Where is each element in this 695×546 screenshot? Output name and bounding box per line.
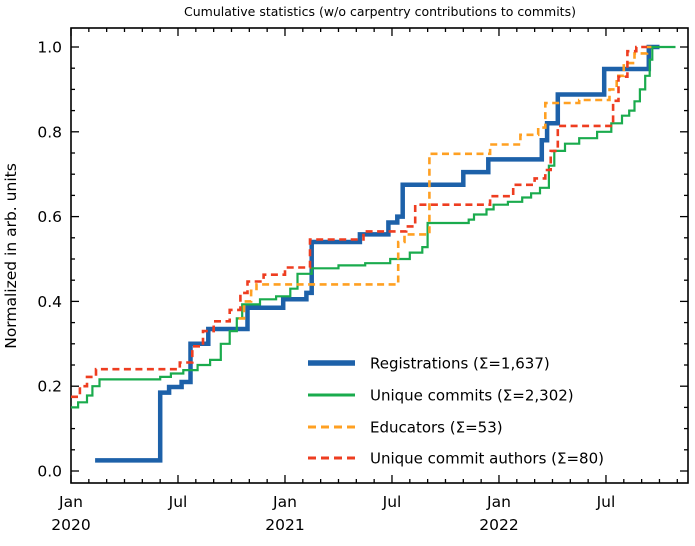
y-tick-label: 0.0 xyxy=(37,463,62,481)
y-tick-label: 0.8 xyxy=(37,123,62,141)
legend-label-unique-commit-authors: Unique commit authors (Σ=80) xyxy=(370,450,604,468)
y-tick-label: 0.6 xyxy=(37,208,62,226)
x-tick-label: Jul xyxy=(168,493,188,511)
x-year-label: 2020 xyxy=(51,516,90,534)
x-tick-label: Jan xyxy=(58,493,83,511)
legend-label-educators: Educators (Σ=53) xyxy=(370,419,503,437)
legend-label-unique-commits: Unique commits (Σ=2,302) xyxy=(370,387,574,405)
series-line-educators xyxy=(238,45,652,320)
y-tick-label: 0.2 xyxy=(37,378,62,396)
x-tick-label: Jul xyxy=(382,493,402,511)
plot-border xyxy=(70,27,689,484)
axes-frame xyxy=(70,27,689,484)
x-tick-label: Jan xyxy=(272,493,297,511)
series-line-unique-commit-authors xyxy=(71,45,647,399)
x-tick-label: Jan xyxy=(486,493,511,511)
series-line-registrations xyxy=(95,44,660,463)
chart-title: Cumulative statistics (w/o carpentry con… xyxy=(184,4,576,19)
legend-label-registrations: Registrations (Σ=1,637) xyxy=(370,355,550,373)
x-tick-label: Jul xyxy=(596,493,616,511)
y-tick-label: 0.4 xyxy=(37,293,62,311)
y-tick-label: 1.0 xyxy=(37,39,62,57)
series-lines xyxy=(71,44,676,463)
chart-legend: Registrations (Σ=1,637) Unique commits (Σ… xyxy=(308,355,604,468)
x-year-label: 2022 xyxy=(479,516,518,534)
y-axis-label: Normalized in arb. units xyxy=(2,163,20,349)
axis-tick-labels: Jan 2020 Jul Jan 2021 Jul Jan 2022 Jul 0.0 0.2 0.4 0… xyxy=(37,39,615,535)
x-year-label: 2021 xyxy=(265,516,304,534)
